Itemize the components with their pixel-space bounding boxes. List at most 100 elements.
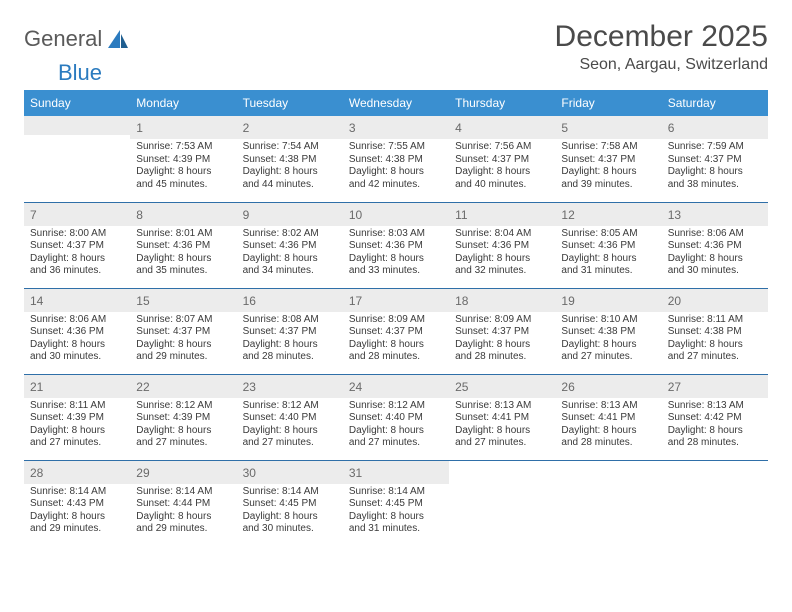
calendar-day-cell: 3Sunrise: 7:55 AMSunset: 4:38 PMDaylight… (343, 116, 449, 202)
day-d2: and 27 minutes. (136, 437, 230, 450)
calendar-week-row: 21Sunrise: 8:11 AMSunset: 4:39 PMDayligh… (24, 374, 768, 460)
day-sunset: Sunset: 4:39 PM (30, 412, 124, 425)
calendar-day-cell: 8Sunrise: 8:01 AMSunset: 4:36 PMDaylight… (130, 202, 236, 288)
day-number-row: 7 (24, 203, 130, 226)
day-d2: and 38 minutes. (668, 179, 762, 192)
brand-logo: General (24, 20, 130, 52)
calendar-day-cell: 7Sunrise: 8:00 AMSunset: 4:37 PMDaylight… (24, 202, 130, 288)
day-sunset: Sunset: 4:38 PM (243, 154, 337, 167)
day-sunset: Sunset: 4:36 PM (349, 240, 443, 253)
month-title: December 2025 (555, 20, 768, 54)
day-details: Sunrise: 8:10 AMSunset: 4:38 PMDaylight:… (555, 312, 661, 366)
day-sunset: Sunset: 4:40 PM (349, 412, 443, 425)
day-sunset: Sunset: 4:42 PM (668, 412, 762, 425)
calendar-table: Sunday Monday Tuesday Wednesday Thursday… (24, 90, 768, 546)
day-sunrise: Sunrise: 7:55 AM (349, 141, 443, 154)
calendar-day-cell: 16 Sunrise: 8:08 AMSunset: 4:37 PMDayligh… (237, 288, 343, 374)
day-d1: Daylight: 8 hours (136, 339, 230, 352)
day-d2: and 30 minutes. (243, 523, 337, 536)
calendar-day-cell: 6Sunrise: 7:59 AMSunset: 4:37 PMDaylight… (662, 116, 768, 202)
calendar-day-cell: 23Sunrise: 8:12 AMSunset: 4:40 PMDayligh… (237, 374, 343, 460)
day-d1: Daylight: 8 hours (668, 339, 762, 352)
day-d1: Daylight: 8 hours (455, 166, 549, 179)
day-sunset: Sunset: 4:36 PM (455, 240, 549, 253)
calendar-day-cell: 27 Sunrise: 8:13 AMSunset: 4:42 PMDayligh… (662, 374, 768, 460)
weekday-header: Wednesday (343, 90, 449, 116)
day-sunrise: Sunrise: 8:13 AM (561, 400, 655, 413)
day-sunset: Sunset: 4:45 PM (349, 498, 443, 511)
day-d2: and 27 minutes. (561, 351, 655, 364)
day-sunset: Sunset: 4:37 PM (561, 154, 655, 167)
day-number: 26 (561, 380, 574, 394)
day-sunrise: Sunrise: 8:12 AM (349, 400, 443, 413)
day-d2: and 31 minutes. (349, 523, 443, 536)
day-sunset: Sunset: 4:41 PM (455, 412, 549, 425)
calendar-week-row: 7Sunrise: 8:00 AMSunset: 4:37 PMDaylight… (24, 202, 768, 288)
day-number: 16 (243, 294, 256, 308)
day-number-row: 23 (237, 375, 343, 398)
day-details: Sunrise: 8:07 AMSunset: 4:37 PMDaylight:… (130, 312, 236, 366)
day-sunrise: Sunrise: 8:14 AM (30, 486, 124, 499)
day-sunrise: Sunrise: 8:14 AM (243, 486, 337, 499)
day-number: 31 (349, 466, 362, 480)
day-details: Sunrise: 8:03 AMSunset: 4:36 PMDaylight:… (343, 226, 449, 280)
calendar-day-cell: 26 Sunrise: 8:13 AMSunset: 4:41 PMDayligh… (555, 374, 661, 460)
day-details: Sunrise: 8:14 AMSunset: 4:43 PMDaylight:… (24, 484, 130, 538)
day-details: Sunrise: 8:08 AMSunset: 4:37 PMDaylight:… (237, 312, 343, 366)
brand-part2: Blue (58, 60, 102, 85)
calendar-page: General December 2025 Seon, Aargau, Swit… (0, 0, 792, 546)
day-sunrise: Sunrise: 8:09 AM (349, 314, 443, 327)
brand-part2-wrap: Blue (58, 60, 792, 86)
day-number-row: 11 (449, 203, 555, 226)
day-details: Sunrise: 8:13 AMSunset: 4:42 PMDaylight:… (662, 398, 768, 452)
day-sunrise: Sunrise: 8:14 AM (136, 486, 230, 499)
day-d1: Daylight: 8 hours (561, 166, 655, 179)
day-details: Sunrise: 7:59 AMSunset: 4:37 PMDaylight:… (662, 139, 768, 193)
day-number-row: 5 (555, 116, 661, 139)
calendar-body: 1Sunrise: 7:53 AMSunset: 4:39 PMDaylight… (24, 116, 768, 546)
day-d2: and 31 minutes. (561, 265, 655, 278)
day-d2: and 28 minutes. (455, 351, 549, 364)
calendar-day-cell (24, 116, 130, 202)
day-number: 23 (243, 380, 256, 394)
day-d2: and 30 minutes. (30, 351, 124, 364)
day-d1: Daylight: 8 hours (561, 425, 655, 438)
weekday-header: Monday (130, 90, 236, 116)
day-d1: Daylight: 8 hours (136, 511, 230, 524)
calendar-day-cell: 9Sunrise: 8:02 AMSunset: 4:36 PMDaylight… (237, 202, 343, 288)
day-sunrise: Sunrise: 7:53 AM (136, 141, 230, 154)
calendar-day-cell: 12Sunrise: 8:05 AMSunset: 4:36 PMDayligh… (555, 202, 661, 288)
day-sunset: Sunset: 4:43 PM (30, 498, 124, 511)
day-d1: Daylight: 8 hours (243, 511, 337, 524)
day-d1: Daylight: 8 hours (30, 253, 124, 266)
calendar-day-cell (662, 460, 768, 546)
day-sunrise: Sunrise: 8:03 AM (349, 228, 443, 241)
day-number: 27 (668, 380, 681, 394)
day-sunset: Sunset: 4:44 PM (136, 498, 230, 511)
day-d1: Daylight: 8 hours (136, 166, 230, 179)
calendar-day-cell: 4Sunrise: 7:56 AMSunset: 4:37 PMDaylight… (449, 116, 555, 202)
day-number: 22 (136, 380, 149, 394)
day-sunset: Sunset: 4:39 PM (136, 154, 230, 167)
day-details: Sunrise: 8:06 AMSunset: 4:36 PMDaylight:… (662, 226, 768, 280)
day-d2: and 30 minutes. (668, 265, 762, 278)
day-sunset: Sunset: 4:36 PM (561, 240, 655, 253)
day-sunrise: Sunrise: 7:54 AM (243, 141, 337, 154)
calendar-week-row: 14Sunrise: 8:06 AMSunset: 4:36 PMDayligh… (24, 288, 768, 374)
day-sunrise: Sunrise: 7:56 AM (455, 141, 549, 154)
calendar-week-row: 1Sunrise: 7:53 AMSunset: 4:39 PMDaylight… (24, 116, 768, 202)
day-number-row: 20 (662, 289, 768, 312)
day-sunrise: Sunrise: 8:14 AM (349, 486, 443, 499)
day-d2: and 28 minutes. (349, 351, 443, 364)
day-d2: and 40 minutes. (455, 179, 549, 192)
calendar-day-cell: 31Sunrise: 8:14 AMSunset: 4:45 PMDayligh… (343, 460, 449, 546)
day-sunrise: Sunrise: 8:02 AM (243, 228, 337, 241)
day-sunset: Sunset: 4:41 PM (561, 412, 655, 425)
day-sunrise: Sunrise: 8:10 AM (561, 314, 655, 327)
brand-part1: General (24, 26, 102, 52)
day-number: 12 (561, 208, 574, 222)
day-details: Sunrise: 7:53 AMSunset: 4:39 PMDaylight:… (130, 139, 236, 193)
day-details: Sunrise: 8:12 AMSunset: 4:40 PMDaylight:… (343, 398, 449, 452)
day-details: Sunrise: 8:01 AMSunset: 4:36 PMDaylight:… (130, 226, 236, 280)
day-number-row: 27 (662, 375, 768, 398)
